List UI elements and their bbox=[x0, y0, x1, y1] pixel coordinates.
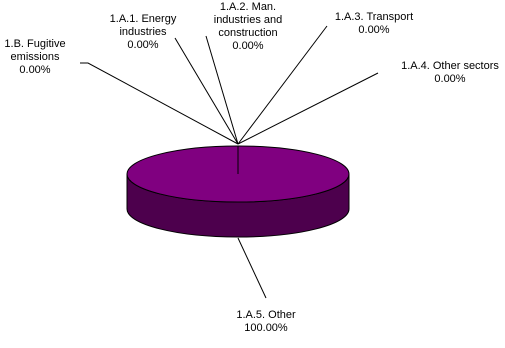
leader-line-3 bbox=[205, 35, 239, 145]
leader-line-4 bbox=[237, 25, 328, 145]
pie-body bbox=[126, 145, 350, 238]
slice-value-label-1: 0.00% bbox=[19, 64, 50, 76]
slice-value-label-5: 0.00% bbox=[434, 73, 465, 85]
slice-category-label-2: industries bbox=[119, 26, 167, 38]
slice-category-label-1: 1.B. Fugitive bbox=[4, 38, 65, 50]
leader-line-2 bbox=[174, 37, 239, 145]
slice-category-label-2: 1.A.1. Energy bbox=[110, 13, 177, 25]
slice-category-label-3: industries and bbox=[214, 14, 283, 26]
slice-value-label-2: 0.00% bbox=[127, 39, 158, 51]
slice-category-label-4: 1.A.3. Transport bbox=[335, 11, 413, 23]
slice-value-label-4: 0.00% bbox=[358, 24, 389, 36]
slice-category-label-3: construction bbox=[218, 27, 277, 39]
slice-value-label-6: 100.00% bbox=[244, 322, 288, 334]
leader-lines bbox=[80, 25, 379, 299]
slice-value-label-3: 0.00% bbox=[232, 40, 263, 52]
slice-category-label-1: emissions bbox=[11, 51, 60, 63]
slice-category-label-6: 1.A.5. Other bbox=[236, 309, 296, 321]
leader-line-1 bbox=[80, 62, 239, 145]
leader-line-6 bbox=[237, 237, 267, 299]
slice-category-label-3: 1.A.2. Man. bbox=[220, 1, 276, 13]
slice-category-label-5: 1.A.4. Other sectors bbox=[401, 60, 499, 72]
leader-line-5 bbox=[237, 72, 379, 145]
